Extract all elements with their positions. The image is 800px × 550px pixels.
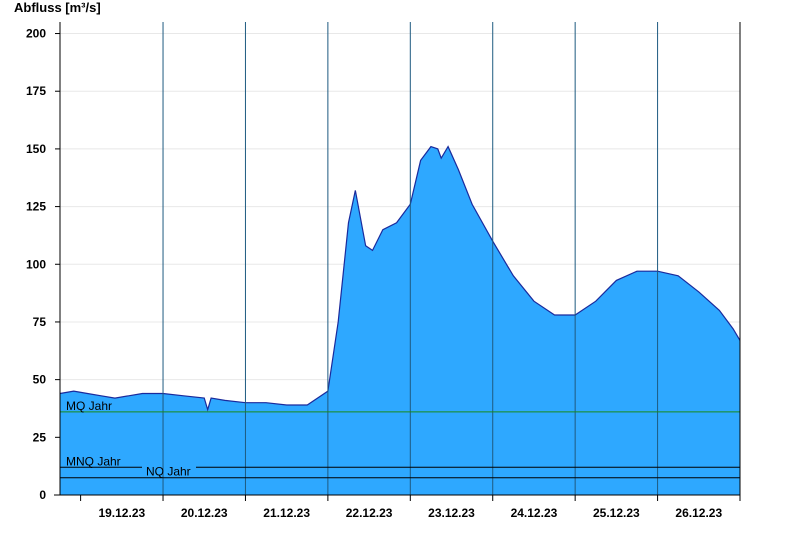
- x-tick-label: 25.12.23: [593, 506, 640, 520]
- mq-label: MQ Jahr: [66, 399, 112, 413]
- x-tick-label: 24.12.23: [511, 506, 558, 520]
- mnq-label: MNQ Jahr: [66, 454, 121, 468]
- discharge-line: [59, 145, 741, 412]
- x-tick-label: 26.12.23: [675, 506, 722, 520]
- y-tick-label: 200: [26, 27, 46, 41]
- day-separators: [162, 22, 659, 495]
- nq-label: NQ Jahr: [146, 465, 191, 479]
- y-tick-label: 0: [39, 488, 46, 502]
- x-tick-label: 19.12.23: [98, 506, 145, 520]
- y-axis-title: Abfluss [m³/s]: [14, 0, 101, 15]
- x-tick-label: 20.12.23: [181, 506, 228, 520]
- y-tick-label: 100: [26, 257, 46, 271]
- reference-lines: MQ Jahr MNQ Jahr NQ Jahr: [60, 399, 740, 479]
- y-tick-label: 75: [33, 315, 47, 329]
- y-tick-label: 175: [26, 84, 46, 98]
- y-tick-label: 25: [33, 430, 47, 444]
- discharge-area: [60, 146, 740, 495]
- y-tick-label: 50: [33, 373, 47, 387]
- axes: 19.12.23 20.12.23 21.12.23 22.12.23 23.12.23…: [26, 22, 741, 520]
- y-tick-label: 125: [26, 200, 46, 214]
- data-area: [59, 145, 741, 495]
- x-tick-label: 22.12.23: [346, 506, 393, 520]
- x-tick-label: 23.12.23: [428, 506, 475, 520]
- x-tick-label: 21.12.23: [263, 506, 310, 520]
- y-tick-label: 150: [26, 142, 46, 156]
